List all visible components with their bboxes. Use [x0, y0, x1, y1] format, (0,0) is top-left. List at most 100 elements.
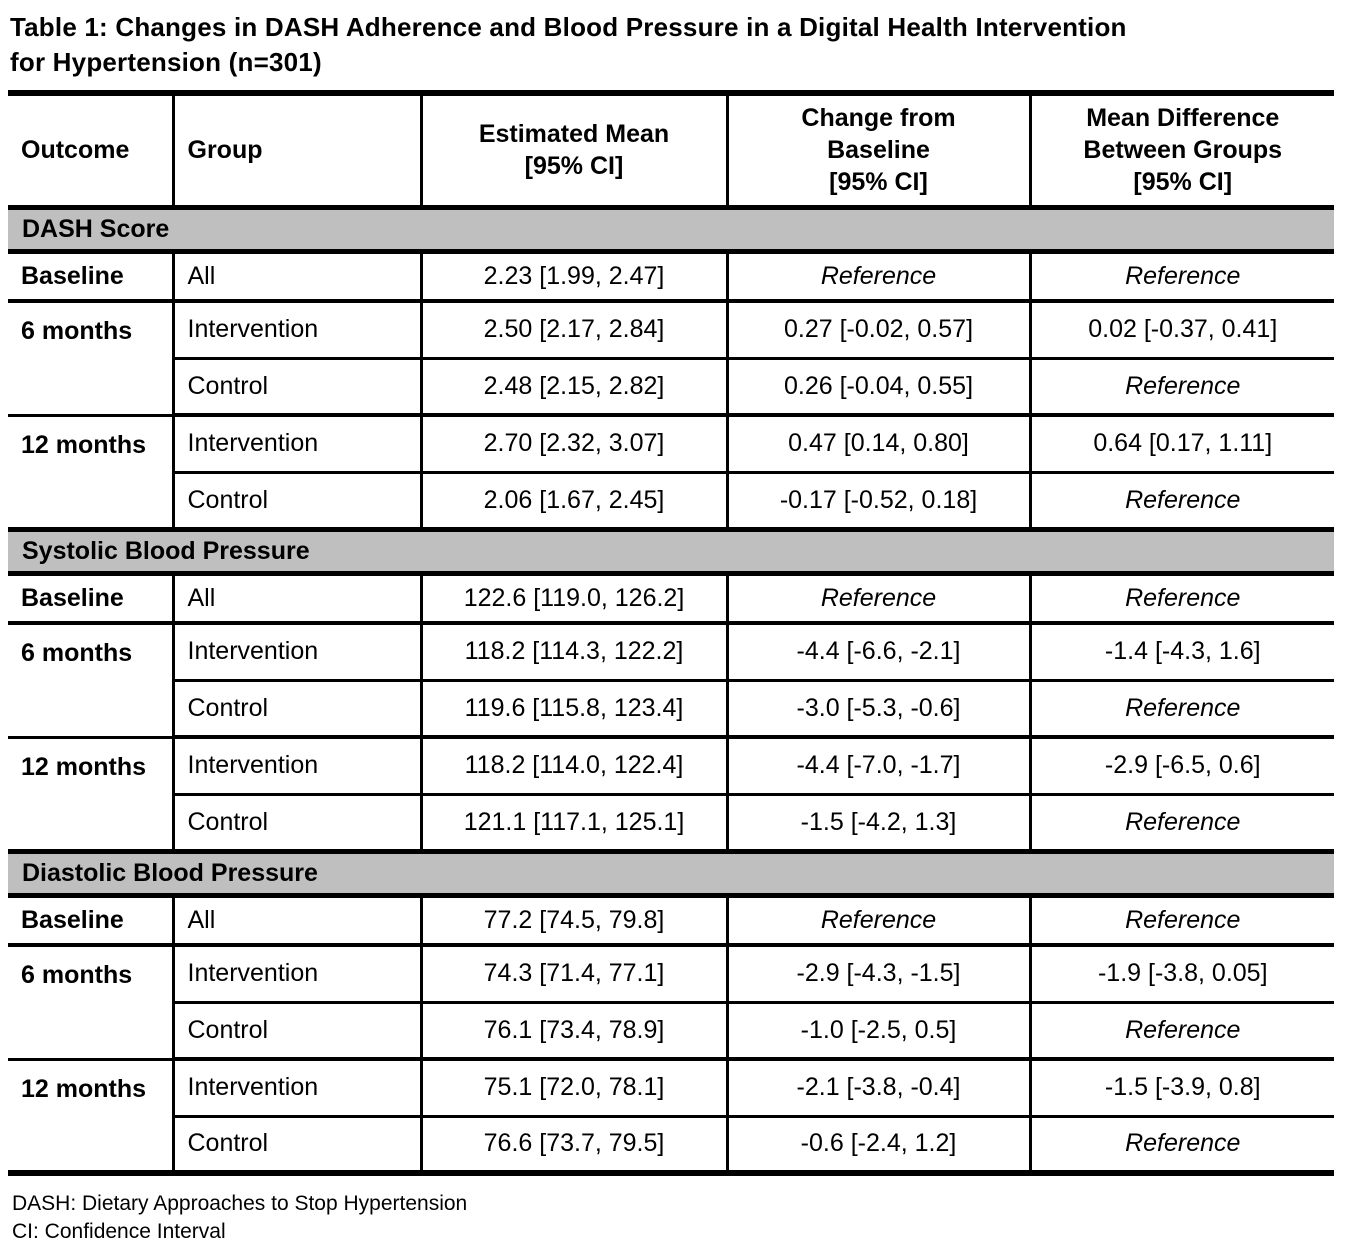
section-header-row: Systolic Blood Pressure: [8, 526, 1334, 576]
mean-difference-cell: Reference: [1028, 251, 1334, 303]
outcome-cell: 12 months: [8, 737, 173, 853]
table-row: Control 76.6 [73.7, 79.5] -0.6 [-2.4, 1.…: [8, 1116, 1334, 1173]
table-row: Control 2.48 [2.15, 2.82] 0.26 [-0.04, 0…: [8, 358, 1334, 417]
estimated-mean-cell: 118.2 [114.0, 122.4]: [419, 737, 727, 796]
estimated-mean-cell: 122.6 [119.0, 126.2]: [419, 573, 727, 625]
footnote-ci: CI: Confidence Interval: [12, 1220, 226, 1243]
change-from-baseline-cell: -2.9 [-4.3, -1.5]: [725, 945, 1030, 1004]
group-cell: Intervention: [171, 737, 421, 796]
change-from-baseline-cell: -0.6 [-2.4, 1.2]: [725, 1116, 1030, 1173]
mean-difference-cell: Reference: [1028, 895, 1334, 947]
change-from-baseline-cell: -1.0 [-2.5, 0.5]: [725, 1002, 1030, 1061]
section-systolic: Systolic Blood Pressure Baseline All 122…: [8, 526, 1334, 853]
group-cell: Intervention: [171, 1059, 421, 1118]
table-row: Baseline All 2.23 [1.99, 2.47] Reference…: [8, 251, 1334, 303]
outcome-cell: 6 months: [8, 623, 173, 739]
mean-difference-cell: 0.02 [-0.37, 0.41]: [1028, 301, 1334, 360]
estimated-mean-cell: 2.23 [1.99, 2.47]: [419, 251, 727, 303]
column-header-group-label: Group: [187, 136, 263, 165]
group-cell: Intervention: [171, 301, 421, 360]
estimated-mean-cell: 2.70 [2.32, 3.07]: [419, 415, 727, 474]
mean-difference-cell: Reference: [1028, 680, 1334, 739]
mean-difference-cell: -1.5 [-3.9, 0.8]: [1028, 1059, 1334, 1118]
change-from-baseline-cell: Reference: [725, 573, 1030, 625]
group-cell: All: [171, 895, 421, 947]
table-row: Control 76.1 [73.4, 78.9] -1.0 [-2.5, 0.…: [8, 1002, 1334, 1061]
mean-difference-cell: Reference: [1028, 1116, 1334, 1173]
change-from-baseline-cell: -2.1 [-3.8, -0.4]: [725, 1059, 1030, 1118]
outcome-cell: Baseline: [8, 251, 173, 303]
column-header-estimated-mean-label: Estimated Mean [95% CI]: [478, 120, 670, 181]
mean-difference-cell: -1.4 [-4.3, 1.6]: [1028, 623, 1334, 682]
mean-difference-cell: 0.64 [0.17, 1.11]: [1028, 415, 1334, 474]
mean-difference-cell: -2.9 [-6.5, 0.6]: [1028, 737, 1334, 796]
change-from-baseline-cell: 0.47 [0.14, 0.80]: [725, 415, 1030, 474]
change-from-baseline-cell: 0.26 [-0.04, 0.55]: [725, 358, 1030, 417]
column-header-change-from-baseline: Change from Baseline [95% CI]: [725, 93, 1030, 207]
column-header-group: Group: [171, 93, 421, 207]
group-cell: Control: [171, 794, 421, 851]
table-row: Control 121.1 [117.1, 125.1] -1.5 [-4.2,…: [8, 794, 1334, 851]
column-header-outcome: Outcome: [8, 93, 173, 207]
table-title: Table 1: Changes in DASH Adherence and B…: [10, 10, 1334, 80]
group-cell: Intervention: [171, 415, 421, 474]
section-header-label: Systolic Blood Pressure: [8, 526, 1334, 576]
estimated-mean-cell: 119.6 [115.8, 123.4]: [419, 680, 727, 739]
change-from-baseline-cell: -4.4 [-7.0, -1.7]: [725, 737, 1030, 796]
table-row: 12 months Intervention 2.70 [2.32, 3.07]…: [8, 415, 1334, 531]
change-from-baseline-cell: Reference: [725, 895, 1030, 947]
estimated-mean-cell: 74.3 [71.4, 77.1]: [419, 945, 727, 1004]
outcome-cell: 12 months: [8, 1059, 173, 1175]
outcome-cell: 6 months: [8, 945, 173, 1061]
estimated-mean-cell: 2.06 [1.67, 2.45]: [419, 472, 727, 529]
change-from-baseline-cell: -3.0 [-5.3, -0.6]: [725, 680, 1030, 739]
table-title-line2: for Hypertension (n=301): [10, 47, 322, 77]
mean-difference-cell: Reference: [1028, 573, 1334, 625]
column-header-change-from-baseline-label: Change from Baseline [95% CI]: [801, 104, 956, 197]
section-header-row: Diastolic Blood Pressure: [8, 848, 1334, 898]
table-row: 6 months Intervention 2.50 [2.17, 2.84] …: [8, 301, 1334, 417]
mean-difference-cell: Reference: [1028, 794, 1334, 851]
column-header-mean-difference-label: Mean Difference Between Groups [95% CI]: [1083, 104, 1283, 197]
section-header-row: DASH Score: [8, 204, 1334, 254]
change-from-baseline-cell: -1.5 [-4.2, 1.3]: [725, 794, 1030, 851]
group-cell: Intervention: [171, 623, 421, 682]
estimated-mean-cell: 75.1 [72.0, 78.1]: [419, 1059, 727, 1118]
group-cell: Control: [171, 680, 421, 739]
group-cell: Intervention: [171, 945, 421, 1004]
mean-difference-cell: -1.9 [-3.8, 0.05]: [1028, 945, 1334, 1004]
table-row: 12 months Intervention 75.1 [72.0, 78.1]…: [8, 1059, 1334, 1175]
estimated-mean-cell: 2.50 [2.17, 2.84]: [419, 301, 727, 360]
outcome-cell: 6 months: [8, 301, 173, 417]
section-dash-score: DASH Score Baseline All 2.23 [1.99, 2.47…: [8, 204, 1334, 531]
mean-difference-cell: Reference: [1028, 358, 1334, 417]
group-cell: Control: [171, 472, 421, 529]
table-row: Control 119.6 [115.8, 123.4] -3.0 [-5.3,…: [8, 680, 1334, 739]
change-from-baseline-cell: -4.4 [-6.6, -2.1]: [725, 623, 1030, 682]
mean-difference-cell: Reference: [1028, 1002, 1334, 1061]
estimated-mean-cell: 76.1 [73.4, 78.9]: [419, 1002, 727, 1061]
table-row: Control 2.06 [1.67, 2.45] -0.17 [-0.52, …: [8, 472, 1334, 529]
estimated-mean-cell: 76.6 [73.7, 79.5]: [419, 1116, 727, 1173]
change-from-baseline-cell: -0.17 [-0.52, 0.18]: [725, 472, 1030, 529]
table-title-line1: Table 1: Changes in DASH Adherence and B…: [10, 12, 1127, 42]
outcome-cell: Baseline: [8, 573, 173, 625]
footnote-dash: DASH: Dietary Approaches to Stop Hyperte…: [12, 1192, 468, 1215]
table-row: Baseline All 77.2 [74.5, 79.8] Reference…: [8, 895, 1334, 947]
change-from-baseline-cell: 0.27 [-0.02, 0.57]: [725, 301, 1030, 360]
column-header-estimated-mean: Estimated Mean [95% CI]: [419, 93, 727, 207]
estimated-mean-cell: 118.2 [114.3, 122.2]: [419, 623, 727, 682]
table-row: 6 months Intervention 74.3 [71.4, 77.1] …: [8, 945, 1334, 1061]
column-header-outcome-label: Outcome: [21, 136, 130, 165]
group-cell: Control: [171, 358, 421, 417]
estimated-mean-cell: 121.1 [117.1, 125.1]: [419, 794, 727, 851]
section-header-label: DASH Score: [8, 204, 1334, 254]
section-diastolic: Diastolic Blood Pressure Baseline All 77…: [8, 848, 1334, 1175]
column-header-mean-difference: Mean Difference Between Groups [95% CI]: [1028, 93, 1334, 207]
group-cell: All: [171, 251, 421, 303]
table-row: 12 months Intervention 118.2 [114.0, 122…: [8, 737, 1334, 853]
estimated-mean-cell: 77.2 [74.5, 79.8]: [419, 895, 727, 947]
section-header-label: Diastolic Blood Pressure: [8, 848, 1334, 898]
group-cell: Control: [171, 1116, 421, 1173]
